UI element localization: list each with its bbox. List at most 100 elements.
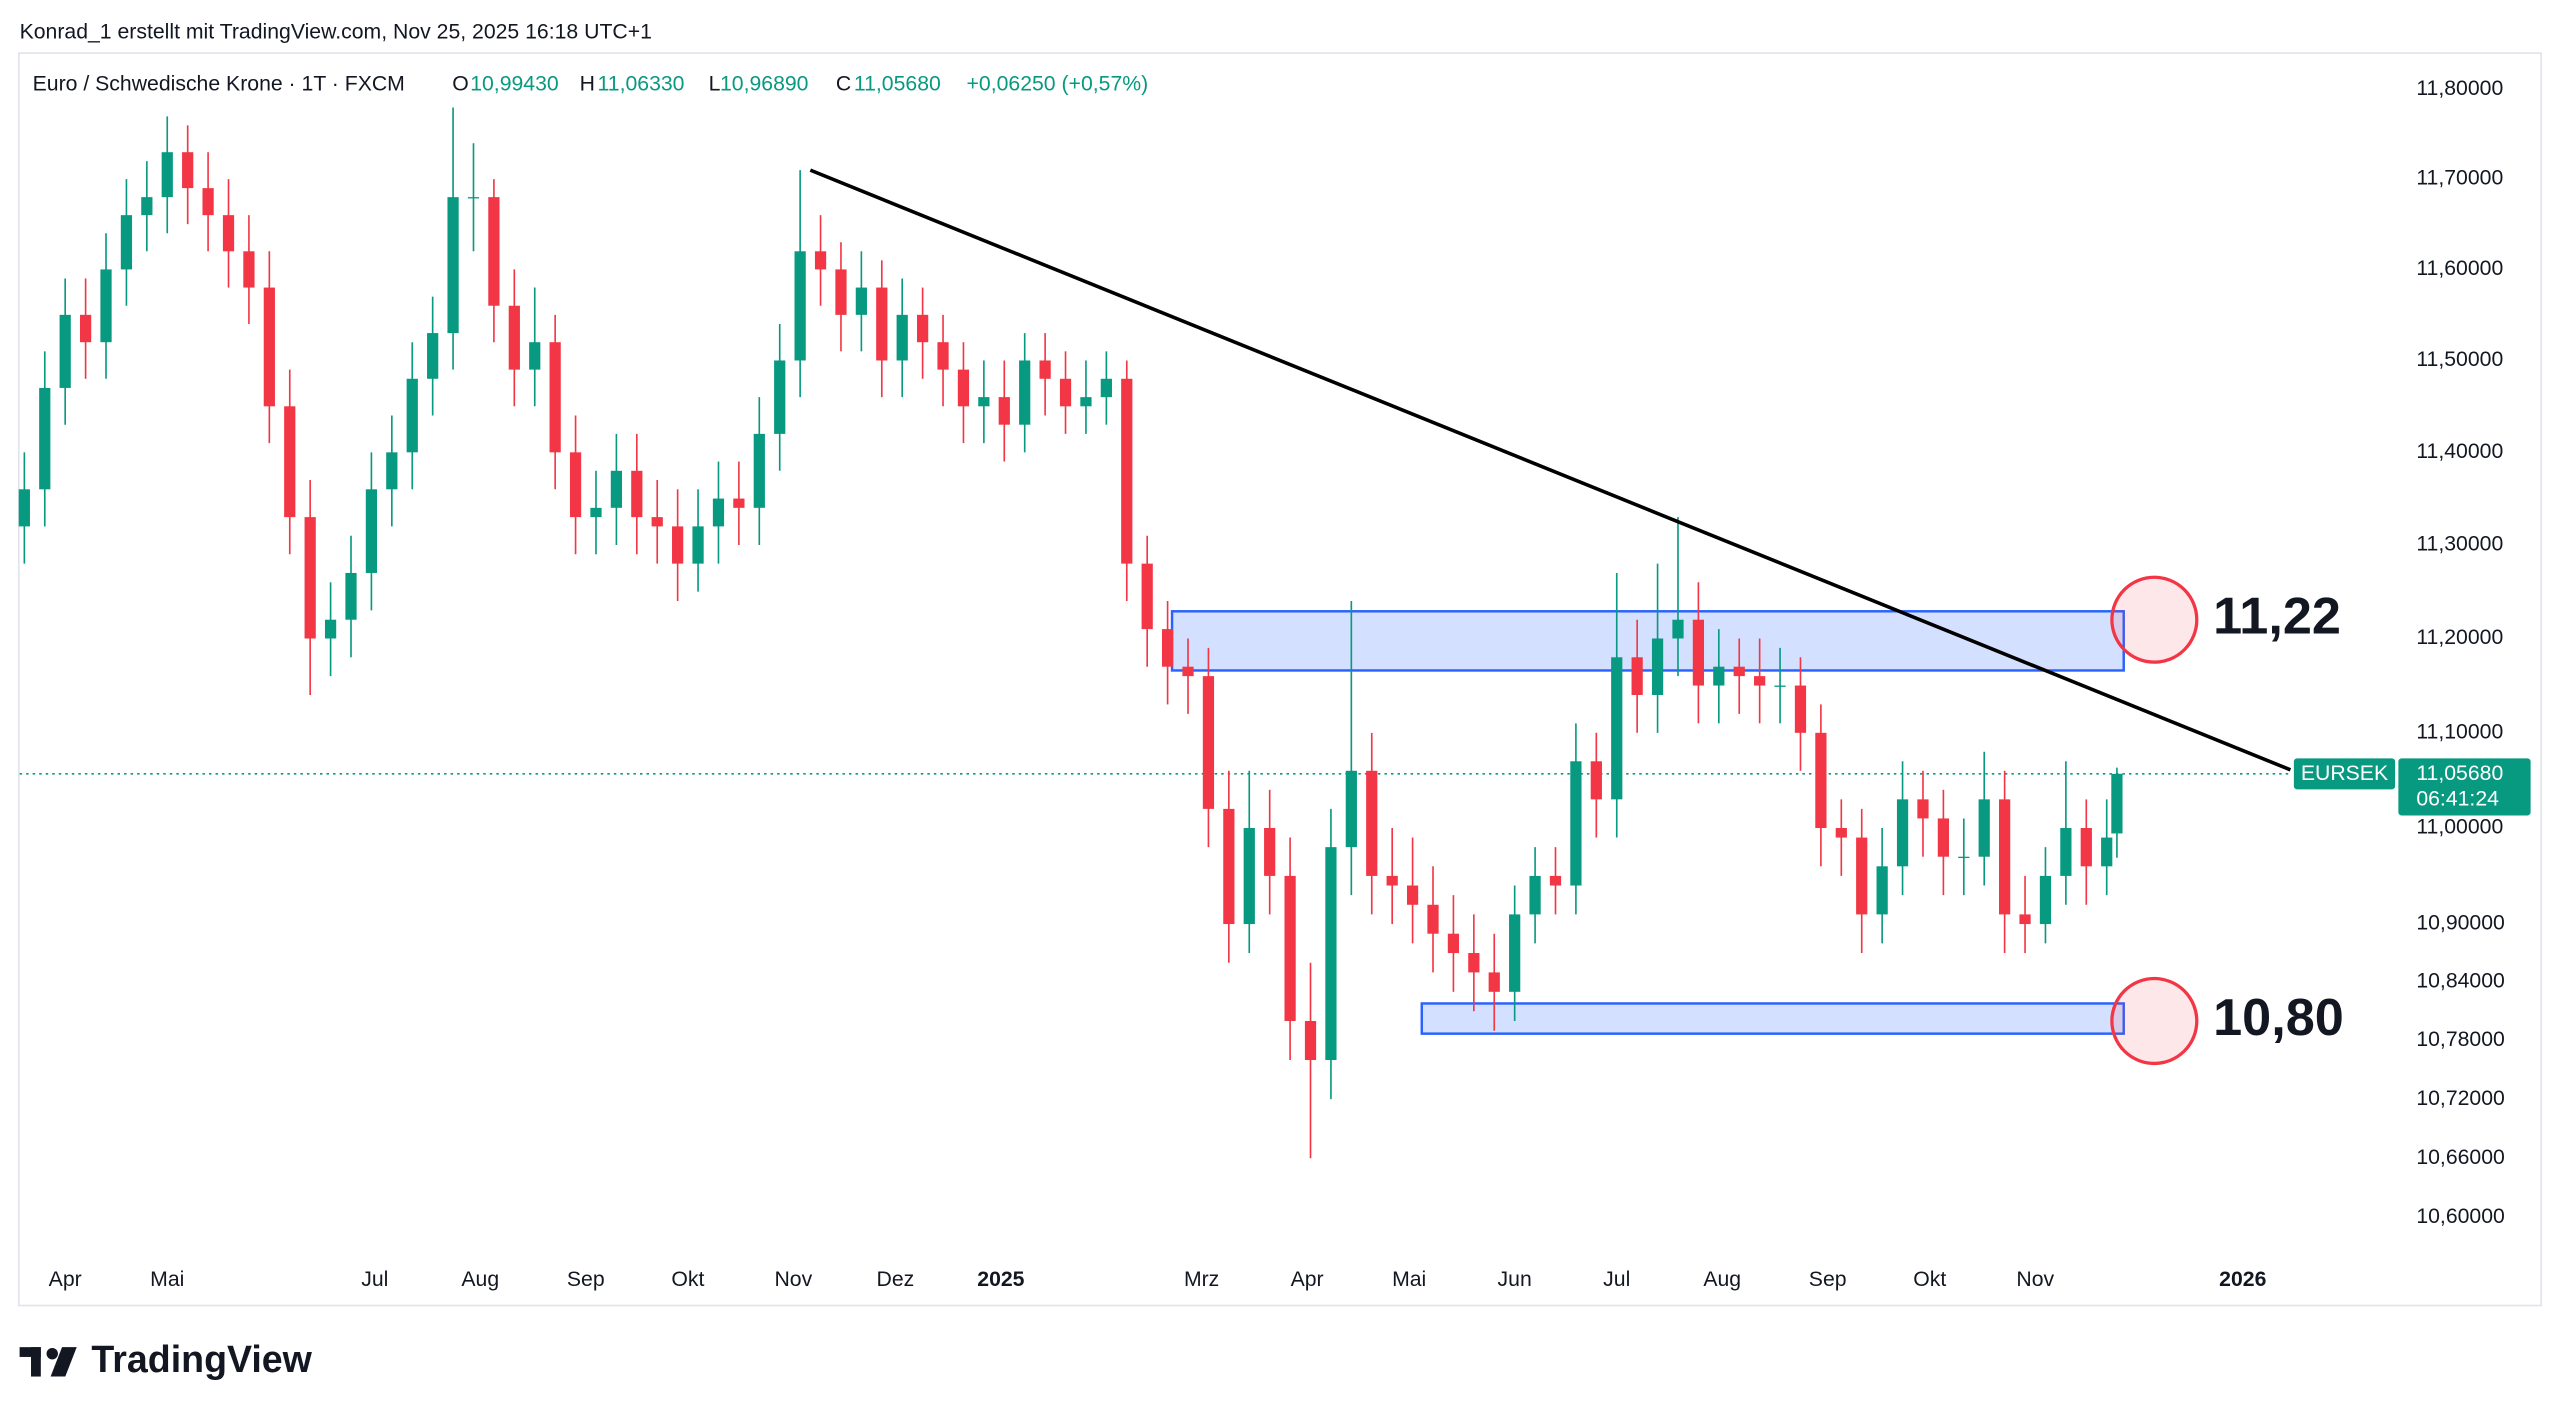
candle-body: [1856, 837, 1868, 915]
x-tick-label: Sep: [567, 1268, 605, 1291]
candle-body: [1468, 953, 1480, 973]
y-tick-label: 11,50000: [2416, 348, 2503, 371]
candle-body: [1325, 847, 1337, 1061]
candle-body: [202, 188, 214, 216]
candle-body: [1100, 378, 1112, 398]
candle-body: [651, 517, 663, 527]
candle-body: [284, 406, 296, 518]
candle-body: [1937, 818, 1949, 857]
x-tick-label: 2026: [2219, 1268, 2266, 1291]
zone: [1420, 1002, 2125, 1035]
candle-body: [447, 197, 459, 334]
ohlc-key: C: [836, 73, 851, 96]
target-circle: [2110, 976, 2199, 1066]
symbol-title[interactable]: Euro / Schwedische Krone · 1T · FXCM: [33, 73, 405, 96]
y-tick-label: 10,84000: [2416, 970, 2505, 993]
candle-body: [182, 152, 194, 189]
candles: [18, 107, 2123, 1159]
candle-body: [1059, 378, 1072, 407]
y-tick-label: 10,72000: [2416, 1087, 2505, 1110]
price-tag-label: 11,05680: [2416, 762, 2503, 785]
y-tick-label: 11,10000: [2416, 720, 2503, 743]
x-tick-label: Jul: [1603, 1268, 1630, 1291]
candle-body: [1794, 685, 1807, 733]
candle-body: [1835, 827, 1847, 838]
candle-body: [957, 369, 970, 407]
candle-body: [794, 251, 806, 361]
candle-body: [1631, 657, 1643, 695]
x-tick-label: Mrz: [1184, 1268, 1219, 1291]
y-tick-label: 11,80000: [2416, 77, 2503, 100]
candle-body: [549, 342, 561, 453]
candle-body: [79, 314, 92, 343]
attribution: Konrad_1 erstellt mit TradingView.com, N…: [20, 20, 652, 43]
candle-body: [1406, 885, 1419, 905]
candle-body: [263, 287, 275, 407]
brand-name: TradingView: [91, 1338, 312, 1380]
candle-body: [1386, 875, 1398, 886]
y-tick-label: 11,00000: [2416, 816, 2503, 839]
candle-body: [1304, 1020, 1317, 1061]
logo-part: [31, 1347, 41, 1377]
candle-body: [631, 470, 643, 518]
x-tick-label: Okt: [671, 1268, 704, 1291]
candle-body: [324, 619, 337, 639]
candle-body: [1815, 732, 1827, 828]
candle-body: [1917, 799, 1929, 819]
x-tick-label: Nov: [774, 1268, 812, 1291]
candle-body: [590, 507, 602, 518]
candle-body: [1182, 666, 1194, 677]
ohlc-value: 11,06330: [598, 73, 685, 96]
candle-body: [1284, 875, 1296, 1021]
x-tick-label: Jun: [1498, 1268, 1532, 1291]
candle-body: [161, 152, 173, 198]
candle-body: [1733, 666, 1745, 677]
candle-body: [488, 197, 500, 306]
brand-logo: TradingView: [19, 1338, 313, 1380]
candle-body: [141, 197, 153, 216]
logo-part: [46, 1347, 58, 1360]
candle-body: [1141, 563, 1153, 630]
candle-body: [120, 215, 133, 270]
x-tick-label: Apr: [1291, 1268, 1324, 1291]
candle-body: [1488, 972, 1500, 992]
target-circle: [2110, 575, 2199, 664]
candle-body: [406, 378, 418, 453]
symbol-tag: [2293, 758, 2396, 790]
zone: [1170, 610, 2125, 672]
candle-body: [222, 215, 235, 252]
candle-body: [1958, 856, 1970, 859]
candle-body: [304, 517, 316, 639]
candle-body: [1978, 799, 1990, 857]
x-tick-label: Dez: [877, 1268, 915, 1291]
ohlc-key: O: [452, 73, 469, 96]
candle-body: [2080, 827, 2092, 867]
candle-body: [733, 498, 745, 508]
x-tick-label: Okt: [1913, 1268, 1946, 1291]
change: +0,06250 (+0,57%): [967, 73, 1149, 96]
candle-body: [1672, 619, 1684, 639]
candle-body: [2039, 875, 2052, 925]
candle-body: [1713, 666, 1725, 686]
price-tag: [2398, 758, 2531, 816]
candle-body: [1080, 397, 1092, 407]
candle-body: [1366, 770, 1378, 876]
logo-part: [19, 1347, 41, 1357]
ohlc-value: 10,99430: [470, 73, 559, 96]
target-label: 10,80: [2213, 989, 2344, 1047]
candle-body: [427, 333, 439, 379]
candle-body: [2111, 773, 2123, 834]
candle-body: [18, 489, 30, 527]
candle-body: [610, 470, 623, 508]
y-tick-label: 10,66000: [2416, 1146, 2505, 1169]
candle-body: [1202, 676, 1215, 809]
y-tick-label: 10,78000: [2416, 1028, 2505, 1051]
candle-body: [1999, 799, 2011, 915]
y-tick-label: 10,60000: [2416, 1205, 2505, 1228]
candle-body: [896, 314, 908, 361]
candle-body: [1509, 914, 1521, 992]
candle-body: [1161, 629, 1174, 667]
candle-body: [39, 387, 51, 490]
